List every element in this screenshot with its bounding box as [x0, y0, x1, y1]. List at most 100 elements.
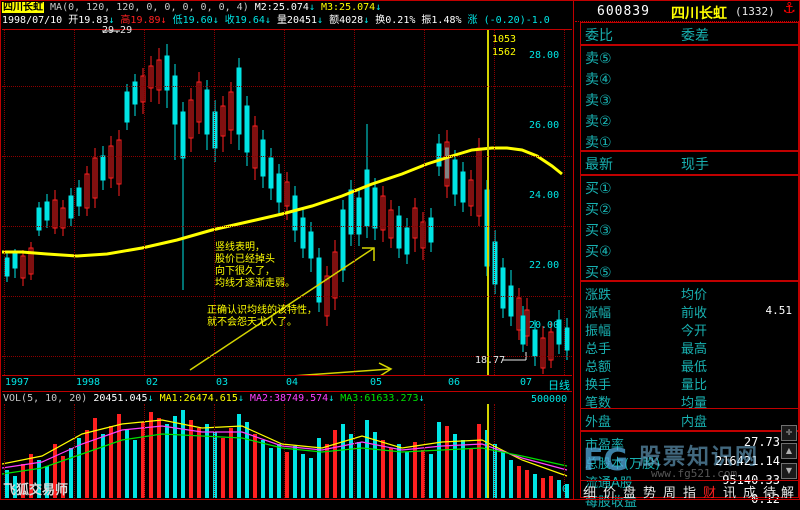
buy-level-label: 买④ [585, 244, 612, 260]
sell-row-2: 卖② [581, 109, 798, 130]
date-tick-5: 05 [370, 377, 383, 388]
header-turnover: 换0.21% [375, 15, 416, 26]
buy-row-5: 买⑤ [581, 260, 798, 281]
volume-value: 20451.045 [93, 393, 148, 404]
sell-row-3: 卖③ [581, 88, 798, 109]
quote-title-bar[interactable]: 600839 四川长虹 (1332) [575, 1, 799, 22]
stat-left-label: 笔数 [585, 396, 612, 411]
latest-label: 最新 [585, 157, 613, 173]
tab-xun[interactable]: 讯 [723, 486, 737, 501]
header-amount: 额4028 [329, 15, 364, 26]
tab-xi[interactable]: 细 [583, 486, 597, 501]
date-tick-6: 06 [448, 377, 461, 388]
stat-right-label: 最高 [681, 342, 708, 357]
sell-levels-box[interactable]: 卖⑤ 卖④ 卖③ 卖② 卖① [580, 45, 799, 151]
volume-chart-pane[interactable]: 500000 0 [2, 394, 572, 498]
app-watermark-label: 飞狐交易师 [3, 483, 69, 498]
tab-pan[interactable]: 盘 [623, 486, 637, 501]
sell-row-4: 卖④ [581, 67, 798, 88]
tab-dai[interactable]: 待 [763, 486, 777, 501]
quote-code: 600839 [597, 4, 650, 19]
tab-zhi[interactable]: 指 [683, 486, 697, 501]
financial-row: 总股本(万股) 216421.14 [581, 451, 798, 472]
date-tick-1: 1998 [76, 377, 101, 388]
stat-right-label: 均价 [681, 288, 708, 303]
stat-right-label: 量比 [681, 378, 708, 393]
volume-bottom-tick: 0 [562, 484, 569, 495]
volume-ma3: MA3:61633.273 [340, 393, 419, 404]
tab-cai[interactable]: 财 [703, 486, 717, 501]
volume-ma2: MA2:38749.574 [249, 393, 329, 404]
stat-right-label: 内盘 [681, 415, 708, 430]
stat-left-label: 涨幅 [585, 306, 612, 321]
financial-value: 216421.14 [714, 454, 780, 468]
period-label[interactable]: 日线 [548, 379, 570, 392]
header-ma-formula: MA(0, 120, 120, 0, 0, 0, 0, 0, 4) [50, 2, 249, 13]
sell-row-5: 卖⑤ [581, 46, 798, 67]
financial-row: 市盈率 27.73 [581, 432, 798, 453]
stat-left-label: 涨跌 [585, 288, 612, 303]
header-change: 涨 (-0.20)-1.0 [467, 15, 550, 26]
tab-shi[interactable]: 势 [643, 486, 657, 501]
header-close-arrow: ↓ [264, 15, 271, 26]
candlestick-svg [2, 30, 570, 375]
buy-level-label: 买② [585, 202, 612, 218]
date-tick-3: 03 [216, 377, 229, 388]
price-chart-pane[interactable]: 29.29 1053 1562 18.77 竖线表明， 股价已经掉头 向下很久了… [2, 25, 572, 375]
stat-right-label: 今开 [681, 324, 708, 339]
header-high-arrow: ↓ [160, 15, 167, 26]
tab-jie[interactable]: 解 [781, 486, 795, 501]
buy-levels-box[interactable]: 买① 买② 买③ 买④ 买⑤ [580, 175, 799, 281]
header-open-arrow: ↓ [108, 15, 115, 26]
xaxis-divider-top [2, 375, 572, 376]
tab-zhou[interactable]: 周 [663, 486, 677, 501]
header-low-arrow: ↓ [212, 15, 219, 26]
watermark-logo: FG [583, 443, 629, 478]
price-tick-4: 20.00 [529, 320, 560, 331]
header-m2: M2:25.074 [254, 2, 309, 13]
tab-jia[interactable]: 价 [603, 486, 617, 501]
stat-left-label: 振幅 [585, 324, 612, 339]
tab-cheng[interactable]: 成 [743, 486, 757, 501]
buy-row-1: 买① [581, 176, 798, 197]
header-m3: M3:25.074 [321, 2, 376, 13]
ma120-line [2, 146, 563, 258]
stat-row: 换手 量比 [581, 372, 798, 393]
scroll-up-button[interactable]: ▲ [781, 443, 797, 459]
scroll-down-button[interactable]: ▼ [781, 463, 797, 479]
annotation-arrows [189, 247, 393, 375]
header-m2-arrow: ↓ [308, 2, 315, 13]
date-tick-7: 07 [520, 377, 533, 388]
volume-ma3-line [2, 433, 568, 475]
stat-row: 总手 最高 [581, 336, 798, 357]
header-volume-arrow: ↓ [317, 15, 324, 26]
header-divider [2, 29, 572, 30]
header-date: 1998/07/10 [2, 15, 63, 26]
stat-value: 4.51 [765, 304, 793, 317]
crosshair-icon[interactable]: ✛ [781, 425, 797, 441]
quote-stats-box: 涨跌 均价 涨幅 前收 4.51 振幅 今开 总手 最高 总额 最低 换手 [580, 281, 799, 431]
price-tick-3: 22.00 [529, 260, 560, 271]
date-tick-0: 1997 [5, 377, 30, 388]
anchor-icon[interactable]: ⚓ [782, 0, 796, 17]
cursor-volume-label: 1053 [492, 34, 517, 45]
cursor-amount-label: 1562 [492, 47, 517, 58]
chart-header-line2: 1998/07/10 开19.83↓ 高19.89↓ 低19.60↓ 收19.6… [2, 14, 572, 27]
stat-row: 涨跌 均价 [581, 282, 798, 303]
watermark-site-name: 股票知识网 [639, 445, 760, 470]
financial-value: 27.73 [743, 435, 780, 449]
bottom-tab-bar[interactable]: 细 价 盘 势 周 指 财 讯 成 待 解 [580, 480, 799, 501]
watermark-site-url: www.fg521.com [651, 467, 738, 480]
price-tick-0: 28.00 [529, 50, 560, 61]
sell-level-label: 卖② [585, 114, 612, 130]
quote-panel: 600839 四川长虹 (1332) 委比 委差 卖⑤ 卖④ 卖③ 卖② 卖① … [575, 1, 799, 510]
header-volume: 量20451 [276, 15, 318, 26]
volume-ma1: MA1:26474.615 [159, 393, 238, 404]
buy-level-label: 买① [585, 181, 612, 197]
annotation-text-2: 正确认识均线的该特性， 就不会怨天尤人了。 [207, 305, 317, 328]
volume-ma1-line [2, 419, 568, 477]
date-tick-4: 04 [286, 377, 299, 388]
current-hand-label: 现手 [681, 157, 709, 173]
chart-header: 四川长虹 MA(0, 120, 120, 0, 0, 0, 0, 0, 4) M… [2, 1, 572, 29]
